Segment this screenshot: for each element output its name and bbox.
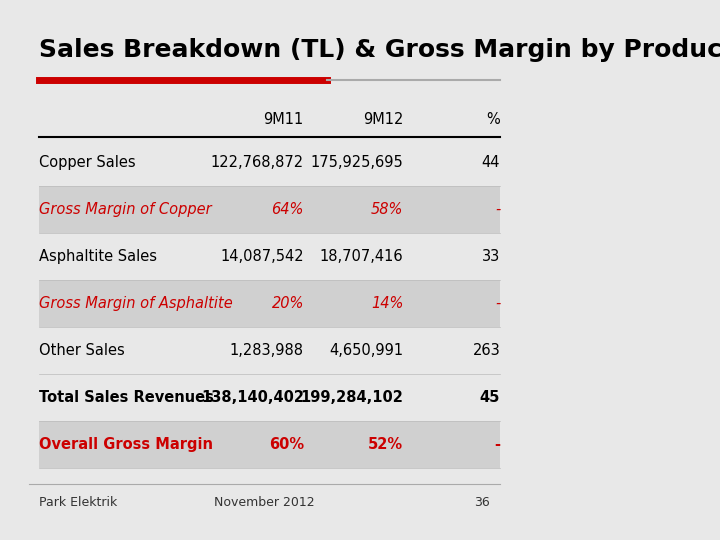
Text: Asphaltite Sales: Asphaltite Sales: [40, 248, 158, 264]
Text: 20%: 20%: [271, 295, 304, 310]
Text: Sales Breakdown (TL) & Gross Margin by Products: Sales Breakdown (TL) & Gross Margin by P…: [40, 37, 720, 62]
Text: 199,284,102: 199,284,102: [300, 390, 403, 404]
Text: 175,925,695: 175,925,695: [310, 154, 403, 170]
Text: %: %: [487, 112, 500, 127]
FancyBboxPatch shape: [40, 280, 500, 327]
Text: Copper Sales: Copper Sales: [40, 154, 136, 170]
FancyBboxPatch shape: [40, 186, 500, 233]
Text: Gross Margin of Asphaltite: Gross Margin of Asphaltite: [40, 295, 233, 310]
Text: 4,650,991: 4,650,991: [329, 343, 403, 357]
Text: 45: 45: [480, 390, 500, 404]
Text: 18,707,416: 18,707,416: [320, 248, 403, 264]
Text: 9M11: 9M11: [264, 112, 304, 127]
Text: 58%: 58%: [371, 201, 403, 217]
Text: Overall Gross Margin: Overall Gross Margin: [40, 437, 213, 452]
Text: -: -: [495, 295, 500, 310]
Text: Other Sales: Other Sales: [40, 343, 125, 357]
Text: Gross Margin of Copper: Gross Margin of Copper: [40, 201, 212, 217]
Text: 138,140,402: 138,140,402: [201, 390, 304, 404]
Text: 14%: 14%: [371, 295, 403, 310]
Text: 1,283,988: 1,283,988: [230, 343, 304, 357]
Text: 60%: 60%: [269, 437, 304, 452]
Text: Total Sales Revenues: Total Sales Revenues: [40, 390, 215, 404]
Text: -: -: [494, 437, 500, 452]
Text: 52%: 52%: [368, 437, 403, 452]
Text: Park Elektrik: Park Elektrik: [40, 496, 117, 509]
Text: 33: 33: [482, 248, 500, 264]
Text: -: -: [495, 201, 500, 217]
Text: 122,768,872: 122,768,872: [211, 154, 304, 170]
Text: 263: 263: [472, 343, 500, 357]
Text: 36: 36: [474, 496, 490, 509]
Text: 44: 44: [482, 154, 500, 170]
Text: 64%: 64%: [271, 201, 304, 217]
Text: November 2012: November 2012: [215, 496, 315, 509]
FancyBboxPatch shape: [40, 421, 500, 468]
Text: 9M12: 9M12: [363, 112, 403, 127]
Text: 14,087,542: 14,087,542: [220, 248, 304, 264]
